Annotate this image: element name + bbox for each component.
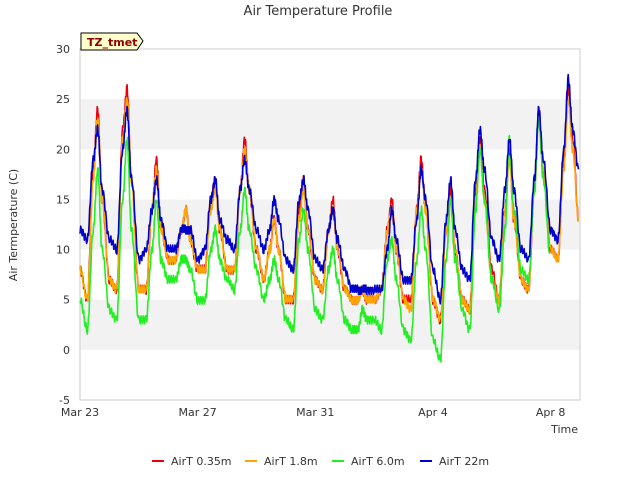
legend-label: AirT 0.35m bbox=[171, 455, 232, 468]
badge-shape bbox=[80, 32, 144, 51]
y-tick-label: -5 bbox=[59, 394, 70, 407]
y-tick-label: 5 bbox=[63, 294, 70, 307]
grid-band bbox=[80, 299, 580, 350]
x-axis-label: Time bbox=[550, 423, 578, 436]
badge: TZ_tmet bbox=[80, 32, 144, 51]
y-tick-label: 10 bbox=[56, 244, 70, 257]
grid-band bbox=[80, 99, 580, 150]
x-tick-label: Mar 31 bbox=[296, 406, 334, 419]
x-axis-ticks: Mar 23 Mar 27 Mar 31 Apr 4 Apr 8 bbox=[61, 406, 565, 419]
series-line bbox=[79, 114, 551, 363]
y-tick-label: 25 bbox=[56, 93, 70, 106]
x-tick-label: Apr 4 bbox=[418, 406, 448, 419]
legend-label: AirT 6.0m bbox=[351, 455, 405, 468]
y-tick-label: 30 bbox=[56, 43, 70, 56]
x-tick-label: Apr 8 bbox=[536, 406, 566, 419]
legend: AirT 0.35m AirT 1.8m AirT 6.0m AirT 22m bbox=[152, 455, 489, 468]
legend-label: AirT 1.8m bbox=[264, 455, 318, 468]
x-tick-label: Mar 27 bbox=[179, 406, 217, 419]
chart-title: Air Temperature Profile bbox=[244, 4, 393, 19]
series-lines bbox=[79, 73, 580, 363]
plot-frame bbox=[79, 48, 581, 401]
y-tick-label: 15 bbox=[56, 193, 70, 206]
series-line bbox=[79, 73, 580, 305]
y-axis-label: Air Termperature (C) bbox=[7, 169, 20, 281]
y-tick-label: 20 bbox=[56, 143, 70, 156]
x-tick-label: Mar 23 bbox=[61, 406, 99, 419]
y-axis-ticks: -5 0 5 10 15 20 25 30 bbox=[56, 43, 70, 407]
badge-label: TZ_tmet bbox=[87, 36, 137, 49]
legend-label: AirT 22m bbox=[439, 455, 489, 468]
y-tick-label: 0 bbox=[63, 344, 70, 357]
